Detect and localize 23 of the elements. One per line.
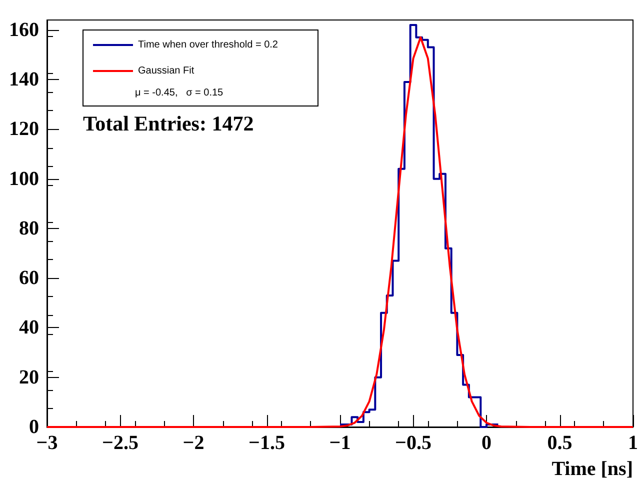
y-tick-label: 160: [9, 18, 39, 41]
y-tick-label: 60: [19, 267, 39, 290]
x-tick-label: 0: [482, 432, 492, 454]
x-tick-label: 1: [628, 432, 638, 454]
legend-label: Gaussian Fit: [138, 66, 194, 76]
annotation: Total Entries: 1472: [83, 112, 254, 136]
x-tick-label: −2.5: [102, 432, 138, 454]
x-tick-label: −1.5: [248, 432, 285, 454]
x-tick-label: −2: [182, 432, 204, 454]
annotation: μ = -0.45, σ = 0.15: [135, 88, 224, 98]
y-tick-label: 80: [19, 217, 39, 240]
y-tick-label: 100: [9, 168, 39, 190]
x-tick-label: −3: [36, 432, 58, 454]
y-tick-label: 140: [9, 68, 39, 91]
x-axis-title: Time [ns]: [552, 458, 633, 480]
x-tick-label: −1: [329, 432, 351, 454]
x-tick-label: −0.5: [395, 432, 432, 454]
y-tick-label: 0: [29, 416, 39, 438]
y-tick-label: 40: [19, 316, 39, 339]
x-tick-label: 0.5: [547, 432, 572, 454]
legend-label: Time when over threshold = 0.2: [138, 40, 278, 50]
y-tick-label: 120: [9, 118, 39, 140]
y-tick-label: 20: [19, 366, 39, 388]
